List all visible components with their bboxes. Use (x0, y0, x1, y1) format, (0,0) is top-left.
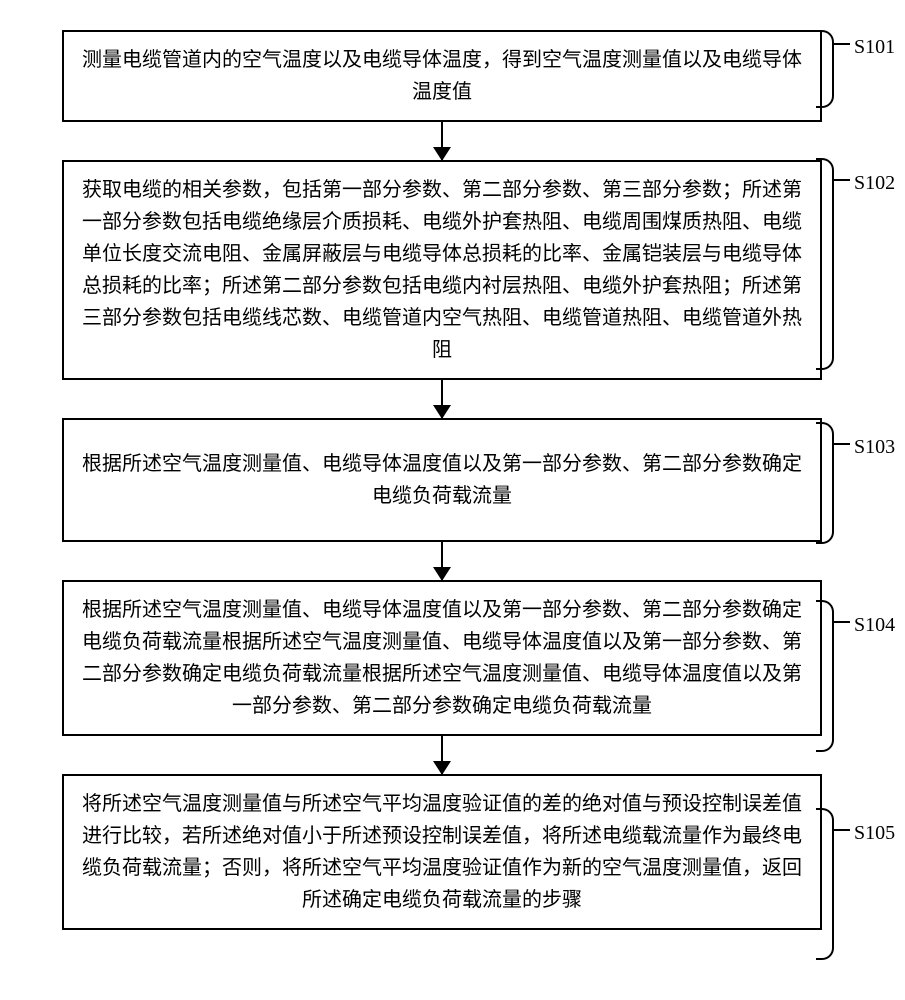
brace-s105-bot (816, 830, 834, 960)
step-box-s103: 根据所述空气温度测量值、电缆导体温度值以及第一部分参数、第二部分参数确定电缆负荷… (62, 418, 822, 542)
brace-s103-bot (816, 444, 834, 544)
connector-s105 (834, 829, 850, 831)
step-box-s105: 将所述空气温度测量值与所述空气平均温度验证值的差的绝对值与预设控制误差值进行比较… (62, 774, 822, 930)
step-box-s101: 测量电缆管道内的空气温度以及电缆导体温度，得到空气温度测量值以及电缆导体温度值 (62, 30, 822, 122)
step-text: 根据所述空气温度测量值、电缆导体温度值以及第一部分参数、第二部分参数确定电缆负荷… (82, 599, 802, 717)
brace-s102-bot (816, 180, 834, 370)
step-label-s103: S103 (854, 436, 895, 459)
step-label-s102: S102 (854, 172, 895, 195)
step-label-s101: S101 (854, 36, 895, 59)
step-text: 测量电缆管道内的空气温度以及电缆导体温度，得到空气温度测量值以及电缆导体温度值 (82, 49, 802, 103)
brace-s101-bot (816, 44, 834, 108)
step-box-s104: 根据所述空气温度测量值、电缆导体温度值以及第一部分参数、第二部分参数确定电缆负荷… (62, 580, 822, 736)
step-text: 根据所述空气温度测量值、电缆导体温度值以及第一部分参数、第二部分参数确定电缆负荷… (82, 453, 802, 507)
connector-s101 (834, 43, 850, 45)
connector-s104 (834, 621, 850, 623)
step-box-s102: 获取电缆的相关参数，包括第一部分参数、第二部分参数、第三部分参数；所述第一部分参… (62, 160, 822, 380)
step-text: 将所述空气温度测量值与所述空气平均温度验证值的差的绝对值与预设控制误差值进行比较… (82, 793, 802, 911)
arrow-3 (441, 542, 443, 580)
step-label-s104: S104 (854, 614, 895, 637)
arrow-2 (441, 380, 443, 418)
step-text: 获取电缆的相关参数，包括第一部分参数、第二部分参数、第三部分参数；所述第一部分参… (82, 179, 802, 361)
arrow-1 (441, 122, 443, 160)
flowchart-container: 测量电缆管道内的空气温度以及电缆导体温度，得到空气温度测量值以及电缆导体温度值 … (52, 30, 832, 930)
arrow-4 (441, 736, 443, 774)
connector-s103 (834, 443, 850, 445)
step-label-s105: S105 (854, 822, 895, 845)
connector-s102 (834, 179, 850, 181)
brace-s104-bot (816, 622, 834, 752)
